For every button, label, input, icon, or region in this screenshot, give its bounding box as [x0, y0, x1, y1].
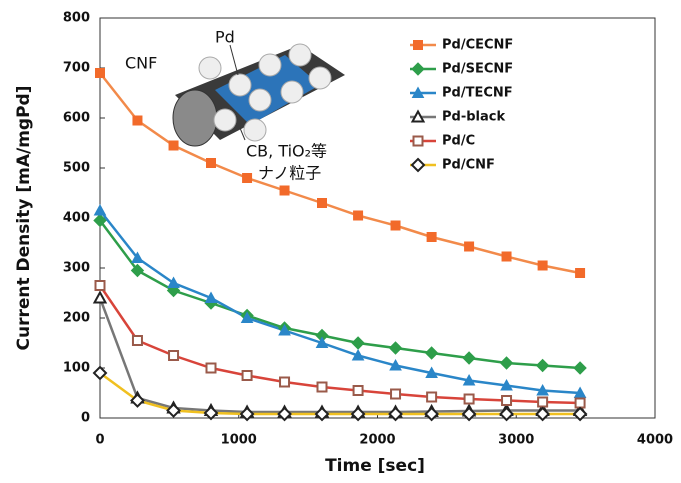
marker — [318, 199, 327, 208]
marker — [243, 174, 252, 183]
marker — [576, 399, 585, 408]
y-tick-label: 800 — [63, 11, 90, 26]
marker — [502, 252, 511, 261]
inset-label: CNF — [125, 54, 157, 73]
y-tick-label: 0 — [81, 411, 90, 426]
marker — [427, 393, 436, 402]
marker — [280, 378, 289, 387]
x-tick-label: 1000 — [221, 433, 257, 448]
marker — [354, 211, 363, 220]
marker — [207, 364, 216, 373]
marker — [391, 390, 400, 399]
marker — [576, 269, 585, 278]
inset-label: CB, TiO₂等 — [246, 142, 327, 161]
x-tick-label: 3000 — [498, 433, 534, 448]
x-tick-label: 0 — [95, 433, 104, 448]
marker — [427, 233, 436, 242]
legend-label: Pd/CNF — [442, 158, 495, 173]
legend-label: Pd/SECNF — [442, 62, 513, 77]
inset-label: Pd — [215, 28, 235, 47]
marker — [169, 141, 178, 150]
marker — [391, 221, 400, 230]
x-tick-label: 4000 — [637, 433, 673, 448]
y-tick-label: 200 — [63, 311, 90, 326]
y-tick-label: 300 — [63, 261, 90, 276]
marker — [96, 281, 105, 290]
y-tick-label: 600 — [63, 111, 90, 126]
legend-label: Pd-black — [442, 110, 505, 125]
marker — [502, 396, 511, 405]
marker — [96, 69, 105, 78]
marker — [538, 261, 547, 270]
marker — [280, 186, 289, 195]
marker — [133, 116, 142, 125]
legend-label: Pd/C — [442, 134, 475, 149]
marker — [318, 383, 327, 392]
y-tick-label: 400 — [63, 211, 90, 226]
marker — [538, 398, 547, 407]
x-tick-label: 2000 — [359, 433, 395, 448]
legend-label: Pd/CECNF — [442, 38, 513, 53]
marker — [243, 371, 252, 380]
marker — [465, 395, 474, 404]
legend-marker — [414, 137, 423, 146]
marker — [465, 242, 474, 251]
inset-label: ナノ粒子 — [258, 164, 321, 183]
legend-marker — [414, 41, 423, 50]
y-tick-label: 700 — [63, 61, 90, 76]
marker — [133, 336, 142, 345]
y-axis-title: Current Density [mA/mgPd] — [14, 86, 34, 351]
y-tick-label: 100 — [63, 361, 90, 376]
legend-label: Pd/TECNF — [442, 86, 513, 101]
marker — [207, 159, 216, 168]
x-axis-title: Time [sec] — [325, 456, 425, 476]
y-tick-label: 500 — [63, 161, 90, 176]
chart: CNF Pd CB, TiO₂等 ナノ粒子 Time [sec] Current… — [0, 0, 681, 483]
marker — [169, 351, 178, 360]
marker — [354, 386, 363, 395]
